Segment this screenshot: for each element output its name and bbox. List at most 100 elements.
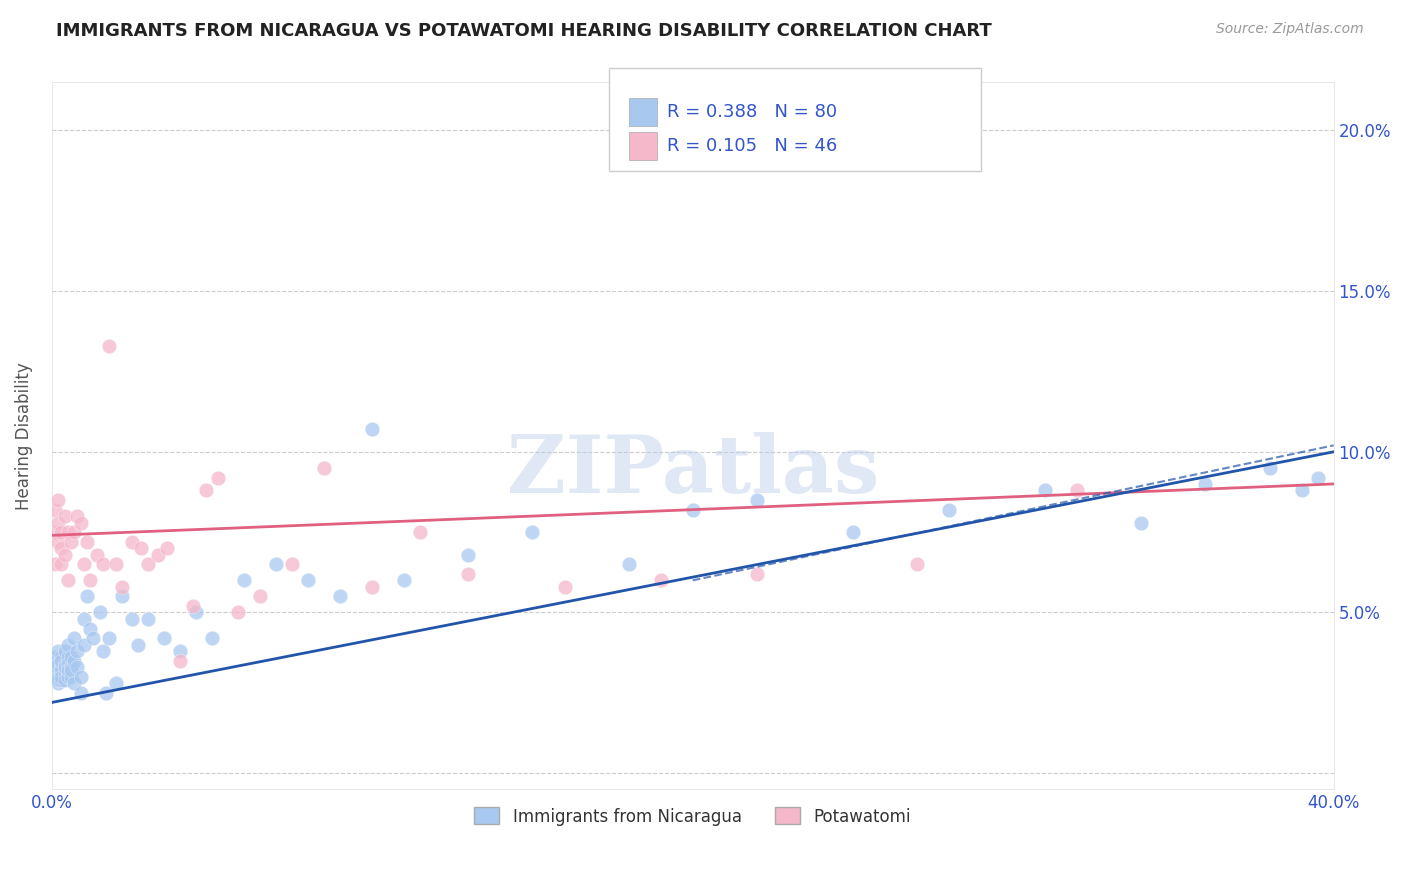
Point (1194, 477, 1216, 491)
Point (66, 644, 89, 658)
Point (51, 558, 73, 572)
Point (53, 548, 76, 562)
Point (73, 558, 96, 572)
Point (905, 558, 928, 572)
Point (56, 650, 79, 665)
Point (153, 631, 176, 645)
Point (121, 534, 143, 549)
Point (56, 525, 79, 540)
Point (44, 654, 66, 668)
Point (329, 590, 352, 604)
Point (53, 509, 76, 524)
Point (63, 654, 86, 668)
Point (51, 541, 73, 556)
Point (51, 670, 73, 684)
Point (53, 666, 76, 681)
Point (1033, 483, 1056, 498)
Y-axis label: Hearing Disability: Hearing Disability (15, 362, 32, 509)
Point (59, 660, 82, 674)
Point (66, 509, 89, 524)
Point (44, 525, 66, 540)
Point (111, 580, 134, 594)
Point (169, 644, 191, 658)
Point (184, 606, 207, 620)
Point (104, 676, 127, 690)
Point (121, 612, 143, 626)
Point (938, 502, 960, 516)
Point (136, 612, 159, 626)
Point (96, 686, 118, 700)
Point (745, 566, 768, 581)
Point (53, 673, 76, 687)
Point (69, 670, 91, 684)
Point (650, 574, 672, 588)
Point (457, 548, 479, 562)
Point (46, 663, 69, 677)
Point (361, 580, 384, 594)
Point (46, 644, 69, 658)
Point (314, 461, 336, 475)
Point (842, 525, 865, 540)
Point (1066, 483, 1088, 498)
Text: Source: ZipAtlas.com: Source: ZipAtlas.com (1216, 22, 1364, 37)
Point (46, 516, 69, 530)
Point (207, 470, 229, 484)
Point (63, 631, 86, 645)
Point (63, 676, 86, 690)
Point (51, 666, 73, 681)
Point (233, 574, 256, 588)
Point (51, 663, 73, 677)
Point (98, 339, 121, 353)
Point (56, 670, 79, 684)
Point (56, 638, 79, 652)
Point (297, 574, 319, 588)
Point (51, 654, 73, 668)
Point (91, 558, 114, 572)
Text: R = 0.105   N = 46: R = 0.105 N = 46 (666, 137, 838, 155)
Point (44, 660, 66, 674)
Point (46, 657, 69, 671)
Point (361, 422, 384, 436)
Point (44, 558, 66, 572)
Point (76, 590, 98, 604)
Point (264, 558, 287, 572)
Point (553, 580, 575, 594)
Point (91, 644, 114, 658)
Point (46, 534, 69, 549)
Point (46, 493, 69, 508)
Point (281, 558, 304, 572)
Point (617, 558, 640, 572)
Point (457, 566, 479, 581)
Point (69, 516, 91, 530)
Point (249, 590, 271, 604)
Legend: Immigrants from Nicaragua, Potawatomi: Immigrants from Nicaragua, Potawatomi (467, 799, 920, 834)
Point (46, 673, 69, 687)
Point (46, 670, 69, 684)
Point (56, 574, 79, 588)
Point (53, 644, 76, 658)
Point (56, 657, 79, 671)
Point (44, 666, 66, 681)
Point (201, 631, 224, 645)
Point (46, 650, 69, 665)
Point (69, 686, 91, 700)
Point (1291, 483, 1313, 498)
FancyBboxPatch shape (609, 68, 981, 170)
Point (131, 541, 153, 556)
Point (46, 676, 69, 690)
Point (104, 558, 127, 572)
Point (76, 534, 98, 549)
Point (79, 574, 101, 588)
Point (127, 638, 149, 652)
Point (44, 663, 66, 677)
FancyBboxPatch shape (628, 132, 657, 161)
Point (1306, 470, 1329, 484)
Point (156, 541, 179, 556)
Point (394, 574, 416, 588)
Point (53, 657, 76, 671)
Point (98, 631, 121, 645)
Point (1258, 461, 1281, 475)
Point (46, 670, 69, 684)
Point (409, 525, 432, 540)
Point (111, 590, 134, 604)
